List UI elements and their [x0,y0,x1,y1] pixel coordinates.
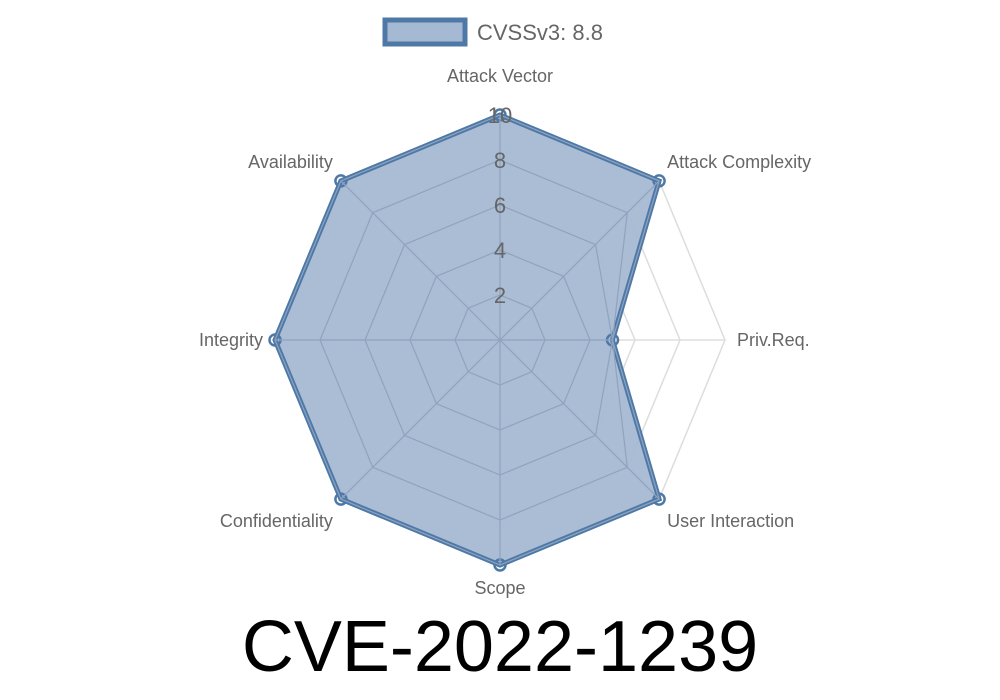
inner-ring [409,249,591,431]
tick-label: 8 [494,148,506,173]
inner-ring [274,114,660,566]
chart-title: CVE-2022-1239 [241,607,759,687]
axis-label: Availability [248,152,333,172]
axis-label: Confidentiality [220,511,333,531]
inner-spoke [340,339,501,500]
axis-label: User Interaction [667,511,794,531]
tick-label: 4 [494,238,506,263]
data-point [652,492,666,506]
inner-spoke [499,180,660,341]
tick-label: 2 [494,283,506,308]
legend-swatch [382,17,468,47]
axis-label: Integrity [199,330,263,350]
axis-label: Attack Vector [447,66,553,86]
axis-label: Priv.Req. [737,330,810,350]
axis-label: Scope [474,578,525,598]
tick-label: 6 [494,193,506,218]
axis-label: Attack Complexity [667,152,811,172]
legend-label: CVSSv3: 8.8 [477,20,603,45]
data-point [652,174,666,188]
inner-ring [364,204,614,476]
data-point [334,492,348,506]
inner-ring [319,159,628,521]
data-point [334,174,348,188]
tick-label: 10 [488,103,512,128]
inner-spoke [340,180,501,341]
inner-spoke [499,339,660,500]
inner-ring [454,294,546,386]
